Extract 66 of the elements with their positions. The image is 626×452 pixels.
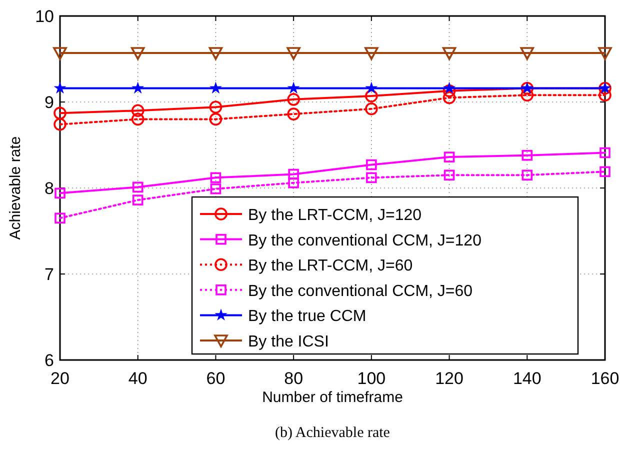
x-tick-label: 100 <box>357 369 386 388</box>
legend-label: By the LRT-CCM, J=120 <box>248 207 422 224</box>
x-tick-label: 80 <box>284 369 304 388</box>
point <box>522 150 533 161</box>
point <box>442 84 456 98</box>
legend-label: By the conventional CCM, J=60 <box>248 282 473 300</box>
point <box>366 82 377 93</box>
point <box>366 159 377 170</box>
point <box>598 47 612 60</box>
point <box>442 47 456 60</box>
text: (b) Achievable rate <box>275 425 390 441</box>
y-axis-title: Achievable rate <box>7 136 24 240</box>
point <box>54 212 66 224</box>
point <box>520 47 534 60</box>
point <box>54 188 66 199</box>
point <box>53 47 67 60</box>
point <box>209 100 222 114</box>
point <box>131 112 144 126</box>
point <box>210 172 222 184</box>
x-tick-label: 160 <box>590 369 620 388</box>
x-tick-label: 60 <box>206 369 226 388</box>
legend-label: By the conventional CCM, J=120 <box>248 232 482 250</box>
point <box>288 82 299 93</box>
point <box>131 104 144 117</box>
point <box>288 177 299 188</box>
point <box>442 91 456 104</box>
legend-label: By the ICSI <box>248 334 329 350</box>
x-tick-label: 20 <box>50 369 70 388</box>
y-tick-label: 9 <box>44 93 54 112</box>
point <box>132 82 144 93</box>
point <box>288 168 299 180</box>
point <box>132 194 144 206</box>
point <box>286 47 300 60</box>
point <box>600 166 610 178</box>
y-tick-label: 7 <box>44 265 54 284</box>
point <box>364 47 378 60</box>
point <box>444 82 455 93</box>
point <box>600 147 610 158</box>
y-tick-label: 8 <box>44 179 54 198</box>
point <box>522 170 533 180</box>
point <box>444 170 455 180</box>
x-axis-title: Number of timeframe <box>262 389 403 406</box>
point <box>130 47 145 60</box>
point <box>365 90 378 102</box>
point <box>54 106 66 120</box>
point <box>366 172 377 184</box>
y-tick-label: 6 <box>44 351 54 370</box>
x-tick-label: 120 <box>435 369 464 388</box>
point <box>287 93 300 106</box>
point <box>520 88 534 102</box>
point <box>208 47 223 60</box>
point <box>444 152 455 162</box>
point <box>210 183 222 194</box>
point <box>287 108 300 120</box>
x-tick-label: 140 <box>512 369 542 388</box>
point <box>54 82 66 93</box>
point <box>209 112 222 126</box>
point <box>54 118 66 131</box>
y-tick-label: 10 <box>35 7 54 26</box>
legend-label: By the LRT-CCM, J=60 <box>248 258 413 275</box>
point <box>132 182 144 193</box>
point <box>365 102 378 116</box>
point <box>210 82 221 93</box>
x-tick-label: 40 <box>128 369 148 388</box>
point <box>598 88 612 102</box>
legend-label: By the true CCM <box>248 308 366 326</box>
